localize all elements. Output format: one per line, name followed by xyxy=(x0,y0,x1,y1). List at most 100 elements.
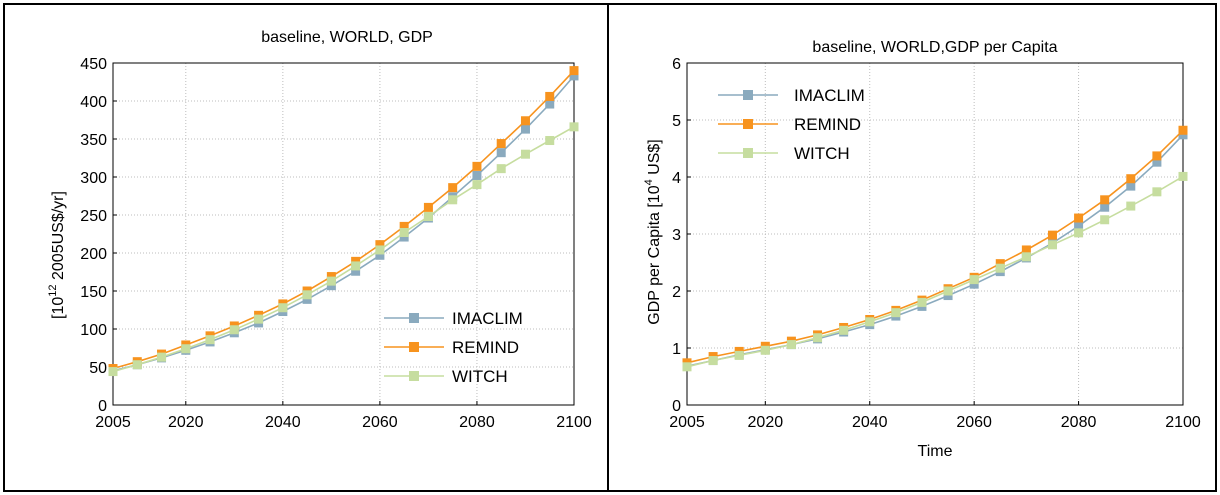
gdp-y-axis-label: [1012 2005US$/yr] xyxy=(47,191,67,319)
gdp-x-tick-label: 2080 xyxy=(459,414,495,431)
gdp-per-capita-y-tick-label: 6 xyxy=(672,56,681,73)
gdp-point-witch xyxy=(569,122,579,132)
gdp-point-witch xyxy=(229,325,239,335)
gdp-point-witch xyxy=(302,290,312,300)
gdp-per-capita-y-tick-label: 4 xyxy=(672,170,681,187)
gdp-per-capita-x-tick-label: 2100 xyxy=(1165,414,1201,431)
gdp-chart: baseline, WORLD, GDP 2005 2020 2040 2060 208… xyxy=(47,29,592,431)
gdp-x-tick-label: 2060 xyxy=(362,414,398,431)
gdp-point-witch xyxy=(108,367,118,377)
gdp-y-tick-label: 200 xyxy=(80,246,107,263)
gdp-point-witch xyxy=(375,245,385,255)
gdp-per-capita-legend-marker-witch xyxy=(743,148,753,158)
gdp-legend-marker-witch xyxy=(409,371,419,381)
gdp-y-tick-label: 450 xyxy=(80,56,107,73)
gdp-per-capita-point-witch xyxy=(786,340,796,350)
gdp-per-capita-y-tick-label: 1 xyxy=(672,341,681,358)
gdp-point-remind xyxy=(326,272,336,282)
gdp-x-tick-label: 2005 xyxy=(95,414,131,431)
gdp-per-capita-point-witch xyxy=(969,275,979,285)
gdp-point-remind xyxy=(520,116,530,126)
gdp-per-capita-point-witch xyxy=(760,345,770,355)
gdp-point-witch xyxy=(423,212,433,222)
gdp-per-capita-x-tick-label: 2060 xyxy=(956,414,992,431)
gdp-per-capita-point-remind xyxy=(1178,125,1188,135)
gdp-point-witch xyxy=(545,136,555,146)
gdp-per-capita-point-remind xyxy=(1047,230,1057,240)
gdp-per-capita-legend-label-remind: REMIND xyxy=(794,115,861,134)
gdp-y-axis: 0 50 100 150 200 250 300 350 400 450 xyxy=(80,56,117,415)
gdp-point-imaclim xyxy=(545,99,555,109)
gdp-point-witch xyxy=(448,195,458,205)
gdp-per-capita-point-witch xyxy=(1047,240,1057,250)
gdp-per-capita-y-tick-label: 3 xyxy=(672,227,681,244)
gdp-point-remind xyxy=(448,183,458,193)
gdp-per-capita-point-witch xyxy=(708,356,718,366)
gdp-per-capita-y-tick-label: 2 xyxy=(672,284,681,301)
gdp-legend-label-witch: WITCH xyxy=(452,367,508,386)
gdp-y-tick-label: 50 xyxy=(89,360,107,377)
gdp-grid xyxy=(113,63,574,405)
gdp-per-capita-point-witch xyxy=(813,333,823,343)
gdp-point-remind xyxy=(496,139,506,149)
gdp-point-imaclim xyxy=(351,266,361,276)
gdp-point-witch xyxy=(520,149,530,159)
gdp-point-witch xyxy=(157,352,167,362)
gdp-legend-label-remind: REMIND xyxy=(452,338,519,357)
gdp-per-capita-point-imaclim xyxy=(1100,202,1110,212)
gdp-per-capita-point-imaclim xyxy=(1152,157,1162,167)
gdp-per-capita-point-remind xyxy=(1021,245,1031,255)
gdp-point-witch xyxy=(472,180,482,190)
gdp-point-imaclim xyxy=(496,148,506,158)
gdp-y-tick-label: 150 xyxy=(80,284,107,301)
gdp-point-witch xyxy=(351,261,361,271)
gdp-point-imaclim xyxy=(472,170,482,180)
gdp-point-imaclim xyxy=(399,232,409,242)
gdp-point-witch xyxy=(496,164,506,174)
gdp-per-capita-legend-marker-imaclim xyxy=(743,90,753,100)
gdp-legend-label-imaclim: IMACLIM xyxy=(452,309,523,328)
gdp-x-tick-label: 2100 xyxy=(556,414,592,431)
gdp-point-witch xyxy=(326,276,336,286)
gdp-per-capita-point-imaclim xyxy=(943,291,953,301)
gdp-per-capita-point-witch xyxy=(865,317,875,327)
gdp-per-capita-point-witch xyxy=(943,286,953,296)
gdp-per-capita-x-tick-label: 2005 xyxy=(669,414,705,431)
gdp-per-capita-point-witch xyxy=(891,308,901,318)
gdp-per-capita-line-remind xyxy=(686,129,1184,364)
gdp-point-remind xyxy=(569,66,579,76)
gdp-per-capita-series xyxy=(682,125,1188,372)
gdp-legend-marker-remind xyxy=(409,342,419,352)
gdp-point-remind xyxy=(399,221,409,231)
gdp-point-witch xyxy=(205,335,215,345)
gdp-per-capita-line-imaclim xyxy=(686,134,1184,367)
gdp-per-capita-point-imaclim xyxy=(1074,221,1084,231)
gdp-point-remind xyxy=(351,256,361,266)
right-panel-border xyxy=(607,3,1217,492)
gdp-per-capita-point-witch xyxy=(1021,252,1031,262)
gdp-per-capita-point-witch xyxy=(1126,201,1136,211)
gdp-per-capita-x-tick-label: 2020 xyxy=(748,414,784,431)
gdp-x-tick-label: 2040 xyxy=(265,414,301,431)
gdp-y-tick-label: 300 xyxy=(80,170,107,187)
gdp-point-imaclim xyxy=(326,281,336,291)
gdp-x-tick-label: 2020 xyxy=(168,414,204,431)
gdp-plot-area xyxy=(112,62,575,406)
gdp-per-capita-y-axis: 0 1 2 3 4 5 6 xyxy=(672,56,691,415)
gdp-per-capita-legend: IMACLIM REMIND WITCH xyxy=(718,86,865,163)
gdp-per-capita-point-remind xyxy=(1152,151,1162,161)
gdp-point-imaclim xyxy=(375,250,385,260)
gdp-per-capita-legend-label-witch: WITCH xyxy=(794,144,850,163)
gdp-per-capita-point-witch xyxy=(682,362,692,372)
gdp-point-imaclim xyxy=(569,71,579,81)
gdp-series xyxy=(108,66,579,377)
gdp-per-capita-point-remind xyxy=(1100,195,1110,205)
gdp-per-capita-x-tick-label: 2080 xyxy=(1061,414,1097,431)
gdp-per-capita-legend-label-imaclim: IMACLIM xyxy=(794,86,865,105)
gdp-per-capita-point-remind xyxy=(1126,174,1136,184)
gdp-point-witch xyxy=(254,314,264,324)
gdp-per-capita-point-witch xyxy=(1100,215,1110,225)
gdp-point-remind xyxy=(472,161,482,171)
gdp-per-capita-point-witch xyxy=(1178,171,1188,181)
